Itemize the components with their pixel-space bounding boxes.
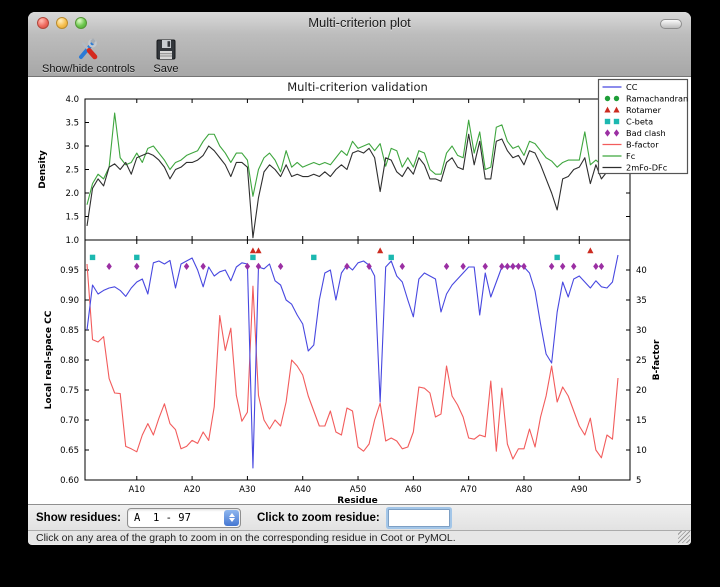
density-axis-label: Density xyxy=(38,150,48,189)
toolbar-toggle-pill[interactable] xyxy=(660,19,682,29)
rotamer-markers xyxy=(249,247,594,254)
tick-label: 2.5 xyxy=(65,166,79,176)
density-panel[interactable] xyxy=(84,98,631,241)
legend-label: Rotamer xyxy=(626,105,662,115)
close-button[interactable] xyxy=(37,17,49,29)
zoom-button[interactable] xyxy=(75,17,87,29)
legend-label: CC xyxy=(626,82,638,92)
toolbar: Show/hide controls Save xyxy=(28,34,691,77)
tick-label: 35 xyxy=(636,296,647,306)
tick-label: 40 xyxy=(636,266,647,276)
tick-label: 0.95 xyxy=(60,266,79,276)
tick-label: 2.0 xyxy=(65,189,79,199)
tick-label: 1.0 xyxy=(65,236,79,246)
selected-residue-range: A 1 - 97 xyxy=(134,511,191,524)
tick-label: A10 xyxy=(128,485,145,495)
stepper-arrows-icon xyxy=(224,509,239,526)
cc-axis-label: Local real-space CC xyxy=(44,310,54,409)
show-hide-controls-button[interactable]: Show/hide controls xyxy=(36,36,141,76)
app-window: Multi-criterion plot Show/hide controls xyxy=(28,12,691,545)
show-residues-label: Show residues: xyxy=(36,511,121,524)
zoom-residue-input[interactable] xyxy=(387,508,450,527)
bfactor-axis-label: B-factor xyxy=(652,339,662,380)
legend-label: B-factor xyxy=(626,140,659,150)
zoom-residue-label: Click to zoom residue: xyxy=(257,511,380,524)
window-title: Multi-criterion plot xyxy=(308,15,411,30)
tick-label: 0.75 xyxy=(60,386,79,396)
tick-label: A90 xyxy=(571,485,588,495)
fc-line xyxy=(86,112,619,205)
tick-label: 0.85 xyxy=(60,326,79,336)
cc-line xyxy=(86,254,619,469)
figure-title: Multi-criterion validation xyxy=(287,80,428,94)
residue-axis-label: Residue xyxy=(337,496,377,504)
tick-label: 0.90 xyxy=(60,296,79,306)
tick-label: 0.80 xyxy=(60,356,79,366)
tick-label: 4.0 xyxy=(65,95,79,105)
tick-label: 0.70 xyxy=(60,416,79,426)
tick-label: 3.0 xyxy=(65,142,79,152)
tick-label: A80 xyxy=(516,485,533,495)
twofo-dfc-line xyxy=(86,133,619,239)
multi-criterion-figure[interactable]: Multi-criterion validation 1.0 1.5 2.0 2.5 3.… xyxy=(28,77,689,506)
legend-label: Fc xyxy=(626,151,635,161)
tick-label: 20 xyxy=(636,386,647,396)
tick-label: 10 xyxy=(636,446,647,456)
tick-label: 30 xyxy=(636,326,647,336)
tick-label: 0.65 xyxy=(60,446,79,456)
bfactor-line xyxy=(86,263,619,460)
show-residues-select[interactable]: A 1 - 97 xyxy=(127,507,241,528)
tick-label: A20 xyxy=(184,485,201,495)
legend-label: 2mFo-DFc xyxy=(626,163,667,173)
legend-label: Bad clash xyxy=(626,128,666,138)
legend-label: C-beta xyxy=(626,117,653,127)
tick-label: 15 xyxy=(636,416,647,426)
tools-icon xyxy=(79,38,98,60)
tick-label: 0.60 xyxy=(60,476,79,486)
status-bar: Click on any area of the graph to zoom i… xyxy=(28,530,691,544)
tick-label: A30 xyxy=(239,485,256,495)
traffic-lights xyxy=(37,17,87,29)
tick-label: 1.5 xyxy=(65,213,79,223)
save-icon xyxy=(156,39,176,60)
minimize-button[interactable] xyxy=(56,17,68,29)
legend-label: Ramachandran xyxy=(626,94,688,104)
button-label: Show/hide controls xyxy=(42,63,135,75)
tick-label: 25 xyxy=(636,356,647,366)
tick-label: 3.5 xyxy=(65,119,79,129)
legend xyxy=(597,78,689,175)
tick-label: A50 xyxy=(350,485,367,495)
resize-grip[interactable] xyxy=(678,531,690,543)
tick-label: 5 xyxy=(636,476,641,486)
button-label: Save xyxy=(153,63,179,75)
plot-area[interactable]: Multi-criterion validation 1.0 1.5 2.0 2.5 3.… xyxy=(28,77,691,506)
status-text: Click on any area of the graph to zoom i… xyxy=(36,532,456,544)
tick-label: A40 xyxy=(294,485,311,495)
cc-bfactor-panel[interactable] xyxy=(84,239,631,481)
c-beta-markers xyxy=(89,254,560,261)
tick-label: A70 xyxy=(460,485,477,495)
tick-label: A60 xyxy=(405,485,422,495)
save-button[interactable]: Save xyxy=(147,36,185,76)
controls-bar: Show residues: A 1 - 97 Click to zoom re… xyxy=(28,504,691,530)
titlebar[interactable]: Multi-criterion plot xyxy=(28,12,691,34)
